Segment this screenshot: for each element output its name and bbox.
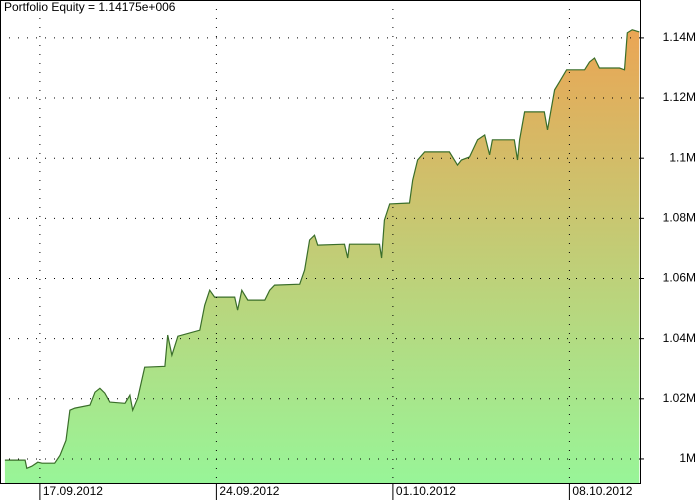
y-tick-label: 1.02M	[663, 391, 696, 405]
y-tick-label: 1.14M	[663, 30, 696, 44]
equity-line	[4, 29, 640, 470]
x-tick-label: 08.10.2012	[572, 484, 632, 498]
x-tick-label: 17.09.2012	[43, 484, 103, 498]
x-tick-label: 01.10.2012	[396, 484, 456, 498]
y-tick-label: 1.1M	[669, 150, 696, 164]
plot-border	[0, 0, 641, 484]
chart-title: Portfolio Equity = 1.14175e+006	[4, 0, 176, 14]
equity-area	[4, 29, 640, 484]
y-tick-label: 1.12M	[663, 90, 696, 104]
y-tick-label: 1M	[679, 451, 696, 465]
x-tick-label: 24.09.2012	[219, 484, 279, 498]
y-tick-label: 1.04M	[663, 331, 696, 345]
y-tick-label: 1.08M	[663, 211, 696, 225]
y-tick-label: 1.06M	[663, 271, 696, 285]
